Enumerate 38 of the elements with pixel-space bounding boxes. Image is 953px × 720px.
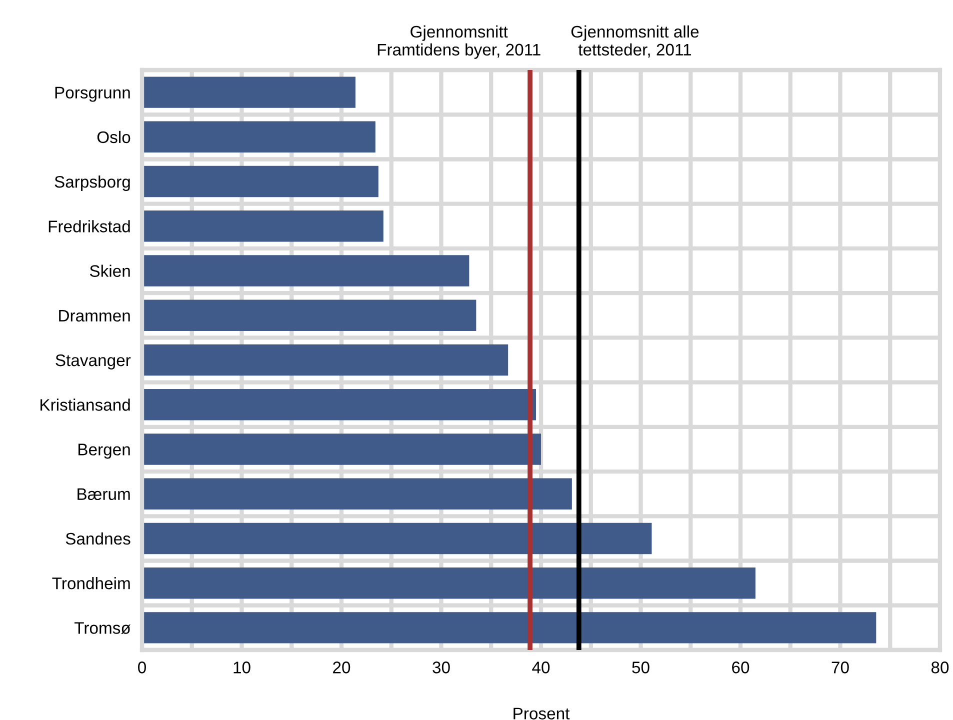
x-tick-label: 70 [832,662,849,674]
bar [142,522,652,554]
x-axis-title: Prosent [514,708,570,720]
bar [142,344,508,376]
bar [142,478,572,510]
bar [142,434,541,465]
x-tick-label: 20 [333,662,350,674]
x-tick-label: 10 [234,662,250,674]
y-tick-label: Trondheim [52,577,130,590]
y-tick-label: Tromsø [74,622,131,634]
x-tick-label: 50 [632,662,650,674]
y-tick-label: Kristiansand [40,398,130,411]
bar [142,255,470,286]
y-tick-label: Bærum [78,488,130,500]
y-tick-label: Stavanger [56,354,131,370]
ref-line-label: Gjennomsnitt alle tettsteder, 2011 [571,25,699,58]
bar [142,166,378,198]
ref-line-label: Gjennomsnitt Framtidens byer, 2011 [378,25,540,59]
bar [142,300,476,331]
x-tick-label: 0 [138,662,146,674]
y-tick-label: Porsgrunn [55,86,130,102]
y-tick-label: Skien [90,264,130,277]
x-tick-label: 40 [532,662,550,674]
x-tick-label: 60 [732,662,750,674]
bar [142,389,536,420]
y-tick-label: Sandnes [66,532,130,545]
bar [142,121,376,153]
x-tick-label: 80 [931,662,949,674]
y-tick-label: Sarpsborg [54,176,130,192]
y-tick-label: Bergen [78,444,130,459]
y-tick-label: Drammen [59,310,130,322]
y-tick-label: Fredrikstad [48,220,130,232]
bar [142,210,384,242]
bar [142,612,876,644]
bar [142,567,756,599]
bar [142,76,356,108]
x-tick-label: 30 [432,662,450,674]
y-tick-label: Oslo [97,130,130,144]
